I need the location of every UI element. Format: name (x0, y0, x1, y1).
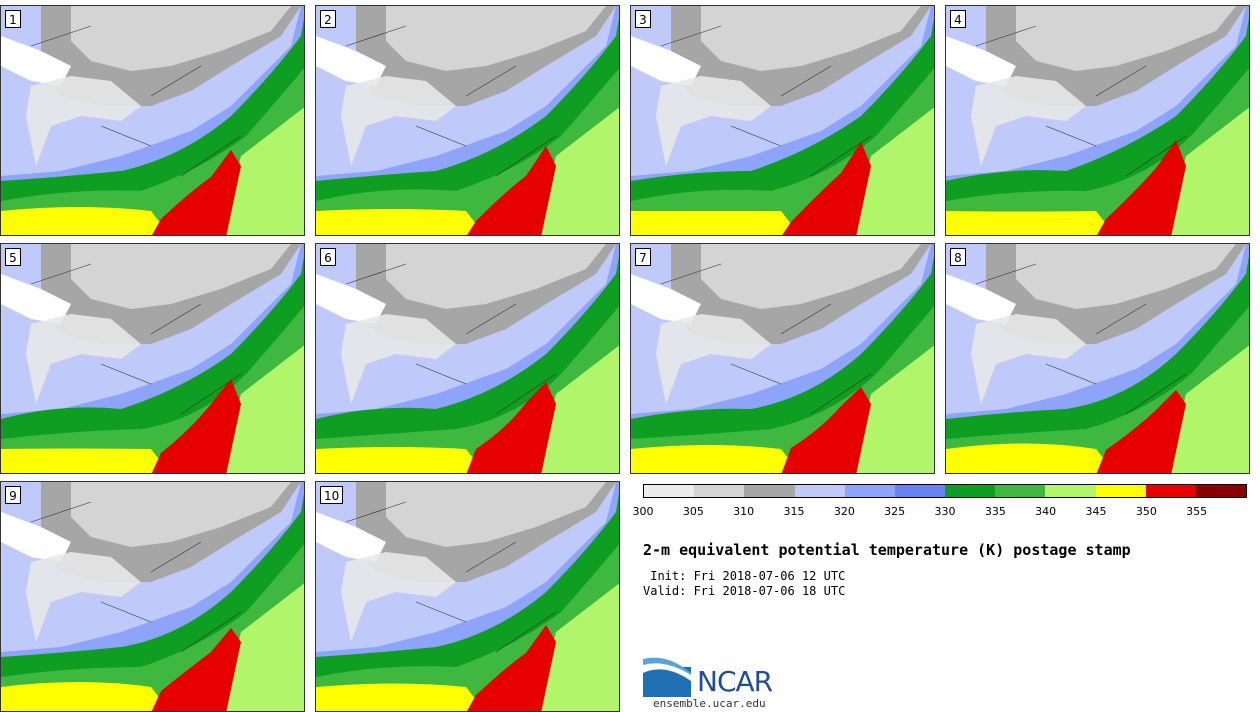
logo-wordmark: NCAR (697, 665, 773, 698)
map-panel: 9 (0, 481, 305, 712)
color-scale-segment (1095, 485, 1146, 497)
color-scale-tick-label: 310 (733, 505, 755, 518)
map-panel: 5 (0, 243, 305, 474)
theta-e-map (1, 482, 304, 711)
theta-e-map (1, 244, 304, 473)
theta-e-map (316, 6, 619, 235)
figure-title: 2-m equivalent potential temperature (K)… (643, 541, 1131, 559)
theta-e-map (631, 6, 934, 235)
ncar-logo (643, 657, 691, 697)
map-panel: 10 (315, 481, 620, 712)
map-panel: 8 (945, 243, 1250, 474)
theta-e-map (946, 6, 1249, 235)
color-scale-segment (995, 485, 1046, 497)
color-scale-segment (744, 485, 795, 497)
panel-number: 10 (320, 486, 344, 504)
theta-e-map (631, 244, 934, 473)
theta-e-map (316, 482, 619, 711)
color-scale-tick-label: 305 (682, 505, 704, 518)
valid-time: Valid: Fri 2018-07-06 18 UTC (643, 584, 846, 598)
panel-number: 9 (5, 486, 21, 504)
map-panel: 1 (0, 5, 305, 236)
color-scale-tick-label: 325 (884, 505, 906, 518)
map-panel: 2 (315, 5, 620, 236)
color-scale-tick-label: 300 (632, 505, 654, 518)
color-scale-tick-label: 315 (783, 505, 805, 518)
color-scale-ticks: 300 305 310 315 320 325 330 335 340 345 350 355 (633, 505, 1247, 519)
color-scale-tick-label: 335 (984, 505, 1006, 518)
panel-number: 1 (5, 10, 21, 28)
color-scale-segment (644, 485, 695, 497)
color-scale-tick-label: 330 (934, 505, 956, 518)
color-scale-tick-label: 345 (1085, 505, 1107, 518)
panel-number: 2 (320, 10, 336, 28)
color-scale-bar (643, 484, 1247, 498)
color-scale-tick-label: 350 (1135, 505, 1157, 518)
panel-number: 5 (5, 248, 21, 266)
panel-number: 4 (950, 10, 966, 28)
color-scale-segment (1195, 485, 1247, 497)
color-scale-segment (1145, 485, 1196, 497)
panel-number: 8 (950, 248, 966, 266)
color-scale-segment (1045, 485, 1096, 497)
theta-e-map (316, 244, 619, 473)
color-scale-segment (894, 485, 946, 497)
color-scale-tick-label: 320 (833, 505, 855, 518)
init-time: Init: Fri 2018-07-06 12 UTC (643, 569, 846, 583)
map-panel: 3 (630, 5, 935, 236)
panel-number: 7 (635, 248, 651, 266)
map-panel: 7 (630, 243, 935, 474)
panel-number: 6 (320, 248, 336, 266)
theta-e-map (1, 6, 304, 235)
panel-number: 3 (635, 10, 651, 28)
color-scale-segment (844, 485, 895, 497)
color-scale-segment (794, 485, 845, 497)
color-scale-tick-label: 355 (1186, 505, 1208, 518)
theta-e-map (946, 244, 1249, 473)
color-scale-segment (694, 485, 745, 497)
map-panel: 4 (945, 5, 1250, 236)
color-scale-segment (945, 485, 996, 497)
color-scale-tick-label: 340 (1035, 505, 1057, 518)
logo-site: ensemble.ucar.edu (653, 697, 766, 710)
map-panel: 6 (315, 243, 620, 474)
